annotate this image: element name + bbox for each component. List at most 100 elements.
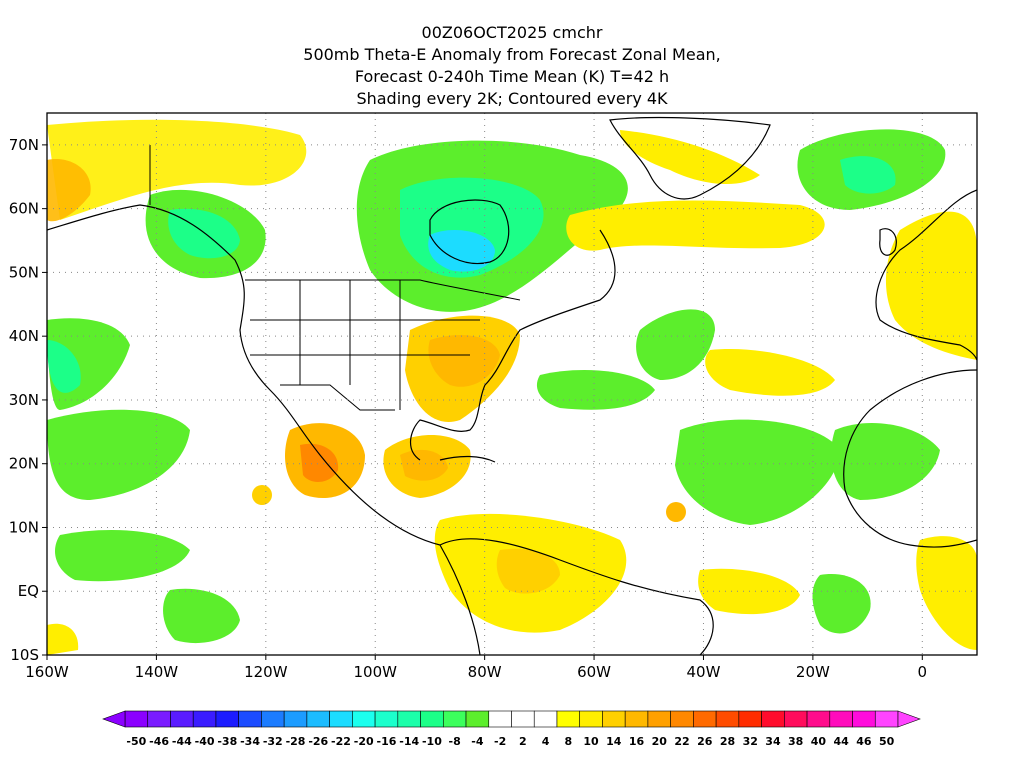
coastline-hudson-bay [429,199,510,264]
lat-tick-label: 40N [9,327,39,345]
colorbar-label: 8 [565,735,573,748]
colorbar-swatch [329,710,353,728]
political-borders [149,145,521,411]
colorbar-swatch [283,710,308,728]
colorbar-swatch [852,710,876,728]
colorbar-label: 10 [583,735,599,748]
coastline-north-america-pacific [47,204,441,546]
orange-patch-caribbean [400,449,448,481]
title-line-3: Forecast 0-240h Time Mean (K) T=42 h [354,67,670,86]
coastline-north-america-atlantic [410,229,616,461]
cyan-patch-east-pacific [47,340,81,393]
lat-tick-label: 10S [10,646,39,664]
colorbar-swatch [147,710,171,728]
coastlines [47,116,977,655]
yellow-patch-baffin [620,130,760,185]
colorbar-swatch [397,710,421,728]
lat-tick-label: EQ [18,582,39,600]
colorbar-label: 26 [697,735,713,748]
anomaly-shading [47,119,977,655]
lon-tick-label: 160W [25,663,69,681]
colorbar: -50 -46 -44 -40 -38 -34 -32 -28 -26 -22 -20 -16 -14-… [102,710,921,748]
coastline-cuba [439,455,496,463]
colorbar-label: 46 [856,735,872,748]
colorbar-label: -40 [195,735,215,748]
colorbar-label: 20 [652,735,668,748]
colorbar-swatch [170,710,194,728]
colorbar-label: 22 [674,735,689,748]
colorbar-swatch [579,710,603,728]
colorbar-label: -14 [399,735,419,748]
coastline-africa [843,369,977,548]
colorbar-swatch [261,710,285,728]
green-patch-tropical-atlantic [675,419,840,525]
lon-tick-label: 60W [577,663,611,681]
coastline-greenland [609,116,771,200]
colorbar-swatch [215,710,239,728]
colorbar-swatch [738,710,762,728]
colorbar-swatch [511,710,535,728]
colorbar-label: 50 [879,735,895,748]
lon-tick-label: 100W [354,663,398,681]
colorbar-label: 44 [834,735,850,748]
orange-patch-eastern-us [428,335,500,387]
colorbar-swatch [829,710,853,728]
colorbar-swatch [124,710,149,728]
green-patch-south-pacific [163,588,240,644]
green-patch-mid-atlantic [636,309,715,380]
colorbar-swatch [352,710,376,728]
colorbar-swatch [556,710,581,728]
colorbar-label: 2 [519,735,527,748]
colorbar-swatch [488,710,512,728]
blue-patch-hudson [428,230,495,272]
title-line-1: 00Z06OCT2025 cmchr [421,23,603,42]
green-patch-gulf-of-guinea [812,574,871,634]
coastline-british-isles [879,228,897,256]
plot-frame [46,112,978,656]
colorbar-swatch [442,710,467,728]
map-title: 00Z06OCT2025 cmchr 500mb Theta-E Anomaly… [0,22,1024,110]
colorbar-label: -28 [286,735,306,748]
colorbar-label: 34 [765,735,781,748]
colorbar-swatch [715,710,740,728]
lon-tick-label: 140W [135,663,179,681]
title-line-2: 500mb Theta-E Anomaly from Forecast Zona… [303,45,721,64]
colorbar-swatch [874,710,899,728]
colorbar-label: 16 [629,735,645,748]
colorbar-swatch [761,710,785,728]
border-us-canada [245,279,521,301]
colorbar-label: 38 [788,735,803,748]
colorbar-label: -8 [449,735,461,748]
cyan-patch-norway [840,156,896,194]
colorbar-label: -34 [240,735,260,748]
lat-tick-label: 10N [9,518,39,536]
colorbar-swatch [670,710,694,728]
orange-patch-aleutian [47,159,91,222]
yellow-patch-southwest [47,623,79,655]
lon-tick-label: 0 [918,663,928,681]
colorbar-swatch [693,710,717,728]
colorbar-swatch [533,710,558,728]
lon-tick-label: 40W [687,663,721,681]
colorbar-label: -20 [354,735,374,748]
colorbar-swatch [806,710,831,728]
lon-tick-label: 80W [468,663,502,681]
colorbar-swatch [624,710,649,728]
colorbar-low-arrow [102,710,126,728]
orange-spot-atlantic [666,502,686,522]
colorbar-swatch [602,710,626,728]
colorbar-label: -2 [494,735,506,748]
colorbar-swatch [192,710,217,728]
colorbar-swatch [238,710,262,728]
green-patch-equatorial-pacific [55,530,190,582]
colorbar-label: -26 [308,735,328,748]
colorbar-swatch [647,710,671,728]
colorbar-label: 32 [743,735,758,748]
latitude-axis: 70N 60N 50N 40N 30N 20N 10N EQ 10S [9,136,47,664]
colorbar-label: -46 [149,735,169,748]
border-us-states [250,280,480,410]
colorbar-label: -10 [422,735,442,748]
green-patch-west-africa [831,422,940,500]
lon-tick-label: 20W [796,663,830,681]
